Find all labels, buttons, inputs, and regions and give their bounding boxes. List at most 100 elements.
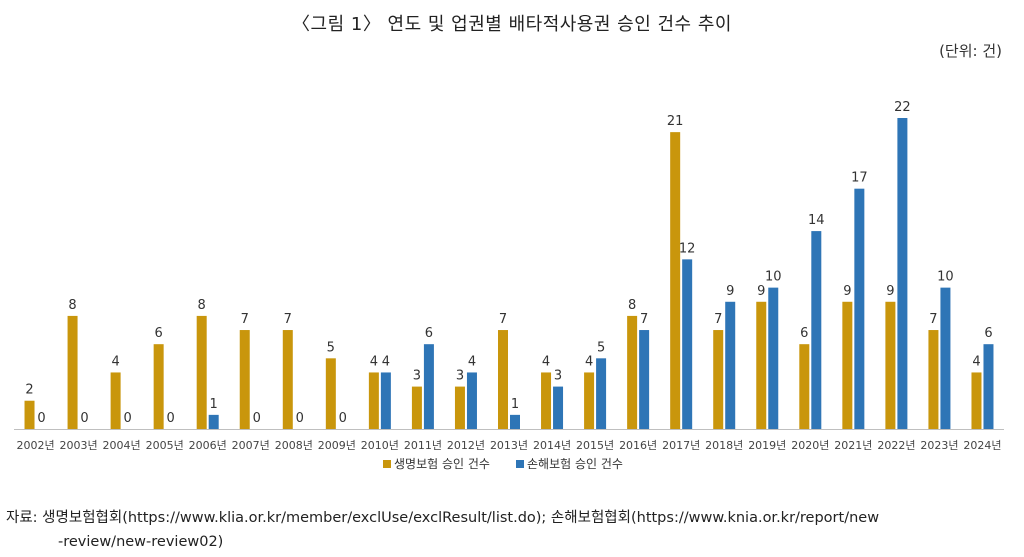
life-bar-2016년	[627, 315, 638, 429]
life-value-label-2020년: 6	[800, 326, 808, 341]
life-value-label-2019년: 9	[757, 284, 765, 299]
life-value-label-2002년: 2	[25, 383, 33, 398]
life-value-label-2003년: 8	[68, 298, 76, 313]
nonlife-value-label-2005년: 0	[167, 411, 175, 426]
x-tick-label-2018년: 2018년	[705, 439, 743, 452]
nonlife-value-label-2007년: 0	[253, 411, 261, 426]
x-tick-label-2024년: 2024년	[963, 439, 1001, 452]
nonlife-value-label-2011년: 6	[425, 326, 433, 341]
life-bar-2015년	[584, 372, 595, 429]
life-value-label-2017년: 21	[667, 114, 684, 129]
x-tick-label-2006년: 2006년	[189, 439, 227, 452]
life-bar-2020년	[799, 344, 810, 429]
nonlife-value-label-2016년: 7	[640, 312, 648, 327]
life-value-label-2023년: 7	[929, 312, 937, 327]
nonlife-bar-2018년	[725, 301, 736, 429]
life-bar-2010년	[368, 372, 379, 429]
life-bar-2014년	[541, 372, 552, 429]
nonlife-value-label-2017년: 12	[679, 241, 696, 256]
nonlife-bar-2011년	[423, 344, 434, 429]
x-tick-label-2015년: 2015년	[576, 439, 614, 452]
source-line-1: 자료: 생명보험협회(https://www.klia.or.kr/member…	[6, 510, 880, 526]
nonlife-bar-2021년	[854, 188, 865, 429]
nonlife-bar-2015년	[596, 358, 607, 429]
life-bar-2009년	[325, 358, 336, 429]
life-bar-2007년	[239, 330, 250, 429]
nonlife-bar-2022년	[897, 118, 908, 429]
x-tick-label-2005년: 2005년	[146, 439, 184, 452]
bar-chart: 2 0 2002년 8 0 2003년 4 0 2004년 6 0 2005년 8 1 2006년 7 0 200…	[14, 100, 1004, 471]
chart-title: 〈그림 1〉 연도 및 업권별 배타적사용권 승인 건수 추이	[292, 14, 732, 35]
life-bar-2019년	[756, 301, 767, 429]
source-line-2: -review/new-review02)	[58, 534, 224, 550]
x-tick-label-2014년: 2014년	[533, 439, 571, 452]
x-tick-label-2009년: 2009년	[318, 439, 356, 452]
nonlife-value-label-2009년: 0	[339, 411, 347, 426]
nonlife-bar-2019년	[768, 287, 779, 429]
life-bar-2012년	[454, 386, 465, 429]
x-tick-label-2023년: 2023년	[920, 439, 958, 452]
nonlife-value-label-2024년: 6	[984, 326, 992, 341]
x-tick-label-2017년: 2017년	[662, 439, 700, 452]
life-bar-2005년	[153, 344, 164, 429]
nonlife-bar-2020년	[811, 231, 822, 429]
life-value-label-2013년: 7	[499, 312, 507, 327]
x-tick-label-2016년: 2016년	[619, 439, 657, 452]
life-bar-2003년	[67, 315, 78, 429]
legend-swatch-nonlife	[516, 460, 524, 468]
nonlife-value-label-2012년: 4	[468, 354, 476, 369]
unit-label: (단위: 건)	[939, 42, 1002, 60]
life-bar-2021년	[842, 301, 853, 429]
life-value-label-2004년: 4	[111, 354, 119, 369]
life-bar-2018년	[713, 330, 724, 429]
life-value-label-2014년: 4	[542, 354, 550, 369]
nonlife-value-label-2006년: 1	[210, 397, 218, 412]
life-bar-2002년	[24, 400, 35, 429]
x-tick-label-2012년: 2012년	[447, 439, 485, 452]
life-bar-2022년	[885, 301, 896, 429]
life-bar-2011년	[411, 386, 422, 429]
nonlife-value-label-2021년: 17	[851, 171, 868, 186]
nonlife-value-label-2015년: 5	[597, 340, 605, 355]
life-bar-2024년	[971, 372, 982, 429]
x-tick-label-2002년: 2002년	[16, 439, 54, 452]
life-value-label-2021년: 9	[843, 284, 851, 299]
life-value-label-2007년: 7	[241, 312, 249, 327]
life-bar-2008년	[282, 330, 293, 429]
nonlife-value-label-2013년: 1	[511, 397, 519, 412]
life-value-label-2009년: 5	[327, 340, 335, 355]
nonlife-value-label-2004년: 0	[123, 411, 131, 426]
x-tick-label-2019년: 2019년	[748, 439, 786, 452]
life-value-label-2022년: 9	[886, 284, 894, 299]
x-tick-label-2003년: 2003년	[60, 439, 98, 452]
nonlife-value-label-2023년: 10	[937, 270, 954, 285]
legend-label-nonlife: 손해보험 승인 건수	[527, 457, 623, 471]
nonlife-value-label-2020년: 14	[808, 213, 825, 228]
legend-label-life: 생명보험 승인 건수	[394, 457, 490, 471]
nonlife-value-label-2008년: 0	[296, 411, 304, 426]
life-bar-2017년	[670, 132, 681, 430]
nonlife-bar-2014년	[553, 386, 564, 429]
nonlife-bar-2016년	[639, 330, 650, 429]
life-value-label-2010년: 4	[370, 354, 378, 369]
life-bar-2006년	[196, 315, 207, 429]
x-tick-label-2010년: 2010년	[361, 439, 399, 452]
nonlife-bar-2024년	[983, 344, 994, 429]
life-value-label-2012년: 3	[456, 369, 464, 384]
nonlife-value-label-2022년: 22	[894, 100, 911, 115]
nonlife-value-label-2018년: 9	[726, 284, 734, 299]
life-value-label-2018년: 7	[714, 312, 722, 327]
x-tick-label-2004년: 2004년	[103, 439, 141, 452]
life-value-label-2006년: 8	[198, 298, 206, 313]
life-value-label-2008년: 7	[284, 312, 292, 327]
life-value-label-2016년: 8	[628, 298, 636, 313]
nonlife-bar-2010년	[380, 372, 391, 429]
x-tick-label-2021년: 2021년	[834, 439, 872, 452]
x-tick-label-2008년: 2008년	[275, 439, 313, 452]
nonlife-value-label-2014년: 3	[554, 369, 562, 384]
source-note: 자료: 생명보험협회(https://www.klia.or.kr/member…	[6, 506, 1016, 554]
nonlife-bar-2017년	[682, 259, 693, 429]
nonlife-bar-2012년	[466, 372, 477, 429]
life-bar-2023년	[928, 330, 939, 429]
x-tick-label-2022년: 2022년	[877, 439, 915, 452]
